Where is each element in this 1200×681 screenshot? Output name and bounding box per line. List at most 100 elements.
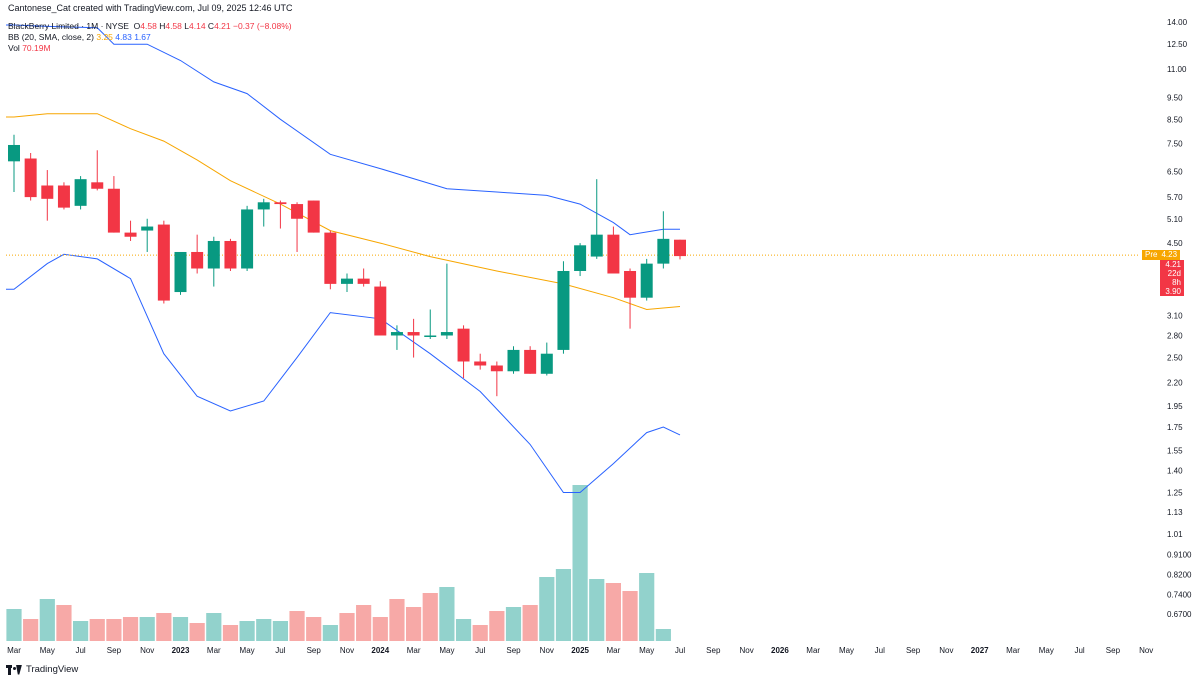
candle xyxy=(124,220,137,241)
change-value: −0.37 (−8.08%) xyxy=(232,21,292,31)
y-tick-label: 4.50 xyxy=(1167,239,1183,248)
x-tick-label: 2024 xyxy=(371,646,389,655)
volume-bar xyxy=(589,579,605,641)
y-tick-label: 8.50 xyxy=(1167,115,1183,124)
candle xyxy=(424,309,437,339)
candle xyxy=(524,346,537,374)
close-label: C xyxy=(207,21,215,31)
bb-legend[interactable]: BB (20, SMA, close, 2) 3.25 4.83 1.67 xyxy=(8,32,151,42)
volume-bar xyxy=(389,599,405,641)
y-tick-label: 14.00 xyxy=(1167,18,1188,27)
y-tick-label: 0.8200 xyxy=(1167,571,1192,580)
x-tick-label: Jul xyxy=(875,646,885,655)
candle xyxy=(207,236,220,287)
volume-bar xyxy=(122,617,139,641)
candle xyxy=(224,238,237,271)
x-axis-labels: Mar May Jul Sep Nov 2023 Mar May Jul Sep Nov 2024 Ma… xyxy=(7,646,1153,655)
candle-body xyxy=(657,238,670,264)
candle xyxy=(640,258,653,301)
y-tick-label: 5.10 xyxy=(1167,215,1183,224)
candle-body xyxy=(274,202,287,205)
candle xyxy=(374,281,387,336)
symbol-legend[interactable]: BlackBerry Limited · 1M · NYSE O4.58 H4.… xyxy=(8,21,292,31)
x-tick-label: Mar xyxy=(806,646,820,655)
volume-bar xyxy=(289,611,305,641)
candle-body xyxy=(574,245,587,271)
candle-body xyxy=(224,240,237,269)
vol-label: Vol xyxy=(8,43,20,53)
bb-upper-value: 4.83 xyxy=(115,32,132,42)
bar-countdown: 22d 8h xyxy=(1167,269,1181,288)
x-tick-label: Jul xyxy=(75,646,85,655)
x-tick-label: Jul xyxy=(675,646,685,655)
x-tick-label: Nov xyxy=(939,646,953,655)
volume-bar xyxy=(322,625,338,641)
vol-value: 70.19M xyxy=(22,43,51,53)
candle xyxy=(274,200,287,229)
volume-bar xyxy=(156,613,172,641)
volume-bar xyxy=(372,617,388,641)
candle xyxy=(257,198,270,227)
candle xyxy=(407,318,420,358)
candle-body xyxy=(557,270,570,350)
x-tick-label: Sep xyxy=(107,646,122,655)
volume-bar xyxy=(206,613,222,641)
candle-body xyxy=(490,365,503,372)
x-tick-label: Jul xyxy=(275,646,285,655)
volume-bars xyxy=(6,485,671,641)
y-tick-label: 0.7400 xyxy=(1167,591,1192,600)
candle xyxy=(674,239,686,260)
x-tick-label: Nov xyxy=(1139,646,1153,655)
candle-body xyxy=(241,209,254,269)
candle-body xyxy=(91,182,104,189)
x-tick-label: 2026 xyxy=(771,646,789,655)
candle xyxy=(91,150,104,191)
tradingview-logo[interactable]: TradingView xyxy=(6,664,78,675)
candle xyxy=(474,353,487,370)
x-tick-label: 2027 xyxy=(971,646,989,655)
candle xyxy=(590,179,603,259)
volume-bar xyxy=(272,621,288,641)
candle xyxy=(57,182,70,210)
y-tick-label: 1.13 xyxy=(1167,508,1183,517)
candle xyxy=(324,230,337,290)
candle xyxy=(107,176,120,233)
open-label: O xyxy=(133,21,141,31)
candle-body xyxy=(257,202,270,210)
candle-body xyxy=(174,251,187,293)
pre-value: 4.23 xyxy=(1161,250,1178,260)
x-tick-label: Mar xyxy=(207,646,221,655)
y-tick-label: 0.9100 xyxy=(1167,550,1192,559)
candle-body xyxy=(57,185,70,208)
candle-body xyxy=(157,224,170,301)
candle xyxy=(174,251,187,295)
volume-legend[interactable]: Vol 70.19M xyxy=(8,43,51,53)
volume-bar xyxy=(23,619,39,641)
y-tick-label: 1.40 xyxy=(1167,466,1183,475)
candle xyxy=(8,134,20,193)
candle xyxy=(157,220,170,304)
bb-label: BB (20, SMA, close, 2) xyxy=(8,32,94,42)
open-value: 4.58 xyxy=(140,21,157,31)
candle xyxy=(657,211,670,269)
candle xyxy=(607,226,620,274)
x-tick-label: Sep xyxy=(706,646,721,655)
volume-bar xyxy=(472,625,488,641)
bb-upper-band xyxy=(6,24,680,236)
x-tick-label: May xyxy=(240,646,255,655)
x-tick-label: Sep xyxy=(906,646,921,655)
candle xyxy=(540,342,553,376)
chart-credit: Cantonese_Cat created with TradingView.c… xyxy=(8,3,293,13)
volume-bar xyxy=(455,619,472,641)
x-tick-label: Jul xyxy=(1074,646,1084,655)
low-value: 4.14 xyxy=(189,21,206,31)
candle-body xyxy=(390,332,403,336)
candle-body xyxy=(607,234,620,274)
volume-bar xyxy=(189,623,205,641)
candle xyxy=(191,234,204,274)
volume-bar xyxy=(56,605,72,641)
candle xyxy=(341,273,353,293)
pre-label: Pre xyxy=(1145,250,1158,260)
x-tick-label: Jul xyxy=(475,646,485,655)
